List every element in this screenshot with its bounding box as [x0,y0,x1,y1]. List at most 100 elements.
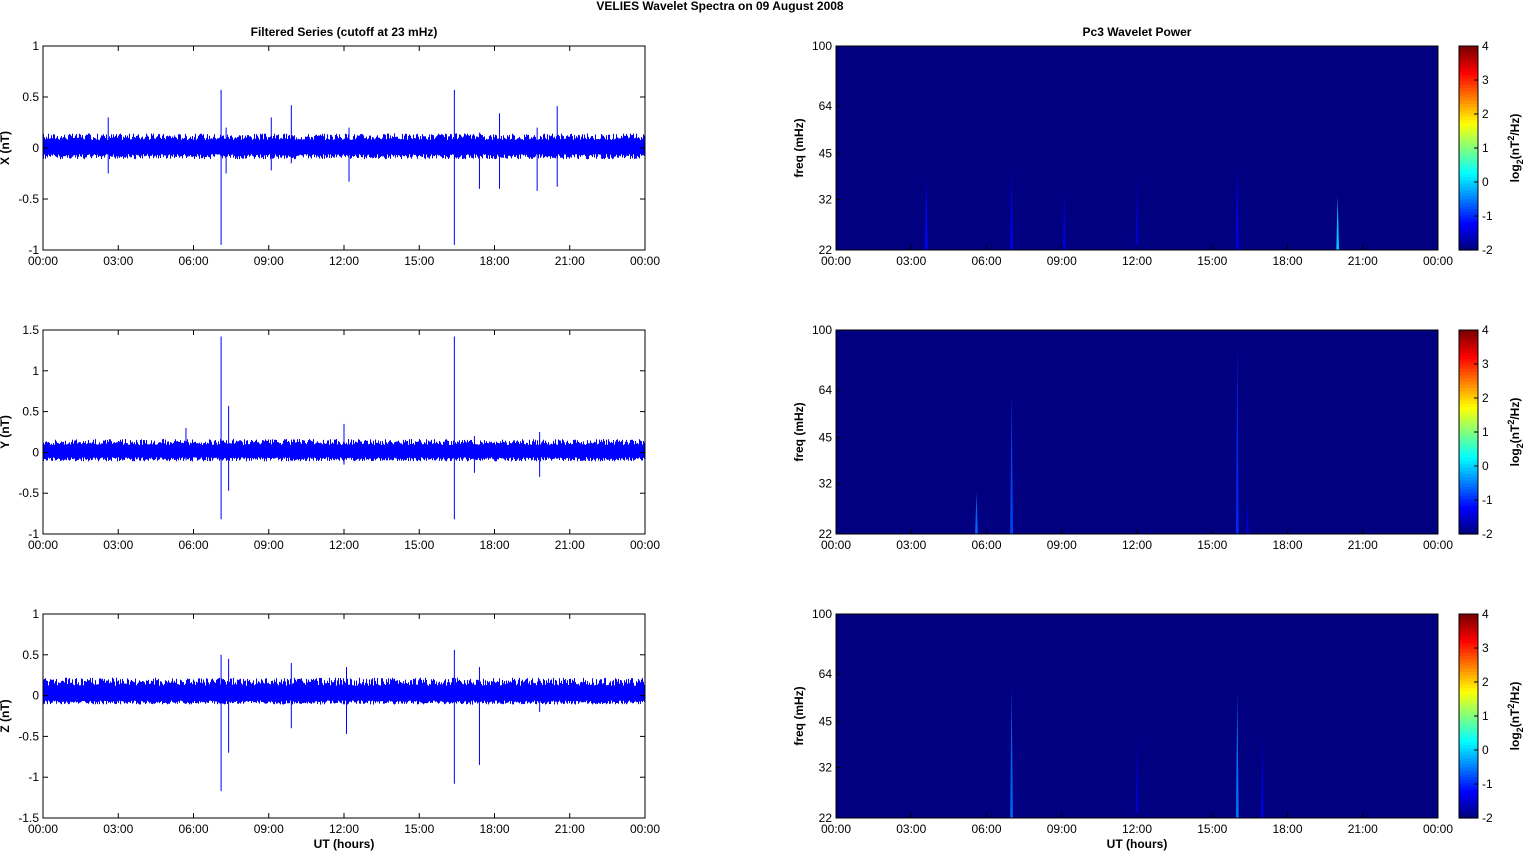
x-tick-label: 21:00 [1348,254,1378,268]
colorbar-swatch [1459,336,1478,341]
freq-tick-label: 22 [819,811,833,825]
colorbar-swatch [1459,623,1478,628]
colorbar-swatch [1459,709,1478,714]
colorbar-swatch [1459,151,1478,155]
series-y-axis-label: X (nT) [0,131,12,165]
colorbar-swatch [1459,703,1478,708]
x-tick-label: 03:00 [896,538,926,552]
colorbar-swatch [1459,438,1478,443]
colorbar-swatch [1459,747,1478,752]
colorbar-swatch [1459,652,1478,657]
wavelet-power-feature [1010,169,1013,250]
colorbar-swatch [1459,419,1478,424]
colorbar-swatch [1459,234,1478,238]
colorbar-swatch [1459,626,1478,631]
wavelet-power-feature [1010,687,1013,818]
wavelet-power-feature [1135,737,1139,818]
colorbar-swatch [1459,492,1478,497]
colorbar-swatch [1459,773,1478,778]
series-panel-y: 1.510.50-0.5-100:00 03:00 06:00 09:00 12:00 1… [0,323,660,552]
y-tick-label: -0.5 [18,192,39,206]
x-tick-label: 00:00 [1423,538,1453,552]
colorbar-swatch [1459,460,1478,465]
colorbar-swatch [1459,770,1478,774]
colorbar-tick-label: 3 [1482,641,1489,655]
colorbar-swatch [1459,811,1478,816]
colorbar-swatch [1459,802,1478,806]
colorbar-swatch [1459,90,1478,95]
colorbar-swatch [1459,195,1478,200]
y-tick-label: 0 [32,689,39,703]
y-tick-label: 0.5 [22,405,39,419]
colorbar-swatch [1459,93,1478,98]
colorbar-swatch [1459,441,1478,446]
colorbar-swatch [1459,87,1478,92]
colorbar-swatch [1459,157,1478,162]
colorbar-swatch [1459,432,1478,436]
x-tick-label: 00:00 [630,254,660,268]
colorbar-swatch [1459,731,1478,736]
x-tick-label: 03:00 [896,254,926,268]
x-tick-label: 18:00 [479,538,509,552]
freq-tick-label: 45 [819,715,833,729]
colorbar-swatch [1459,132,1478,136]
colorbar-swatch [1459,805,1478,810]
colorbar-swatch [1459,649,1478,653]
colorbar-swatch [1459,339,1478,344]
colorbar-swatch [1459,795,1478,800]
y-tick-label: 0 [32,141,39,155]
colorbar-swatch [1459,125,1478,130]
colorbar-swatch [1459,100,1478,104]
colorbar-swatch [1459,744,1478,749]
colorbar-swatch [1459,46,1478,50]
colorbar-swatch [1459,74,1478,79]
x-tick-label: 15:00 [404,254,434,268]
colorbar-swatch [1459,725,1478,730]
colorbar-swatch [1459,103,1478,108]
freq-y-axis-label: freq (mHz) [792,118,806,177]
right-x-axis-label: UT (hours) [1107,837,1168,851]
wavelet-power-feature [1336,195,1340,250]
colorbar-swatch [1459,696,1478,701]
colorbar-label-part: /Hz) [1508,682,1522,704]
colorbar-swatch [1459,361,1478,366]
colorbar-swatch [1459,530,1478,535]
colorbar-swatch [1459,403,1478,408]
colorbar-tick-label: 4 [1482,323,1489,337]
colorbar-swatch [1459,614,1478,618]
colorbar-swatch [1459,208,1478,213]
series-noise-band [43,133,645,160]
x-tick-label: 18:00 [1272,822,1302,836]
colorbar-tick-label: 1 [1482,425,1489,439]
colorbar-swatch [1459,202,1478,206]
colorbar-label: log2(nT2/Hz) [1506,398,1525,467]
colorbar-swatch [1459,479,1478,484]
series-noise-band [43,677,645,705]
colorbar-swatch [1459,760,1478,765]
colorbar-swatch [1459,521,1478,526]
freq-tick-label: 32 [819,761,833,775]
x-tick-label: 12:00 [329,538,359,552]
colorbar-swatch [1459,645,1478,650]
colorbar-swatch [1459,428,1478,433]
colorbar-swatch [1459,786,1478,790]
colorbar-swatch [1459,365,1478,369]
colorbar-swatch [1459,668,1478,672]
colorbar-label-part: 2 [1506,420,1516,425]
x-tick-label: 03:00 [103,822,133,836]
colorbar-swatch [1459,374,1478,379]
colorbar-swatch [1459,511,1478,516]
colorbar-swatch [1459,741,1478,746]
x-tick-label: 18:00 [1272,538,1302,552]
colorbar-swatch [1459,122,1478,127]
x-tick-label: 00:00 [28,822,58,836]
colorbar-swatch [1459,109,1478,114]
colorbar-swatch [1459,684,1478,688]
colorbar-swatch [1459,706,1478,711]
x-tick-label: 21:00 [555,822,585,836]
